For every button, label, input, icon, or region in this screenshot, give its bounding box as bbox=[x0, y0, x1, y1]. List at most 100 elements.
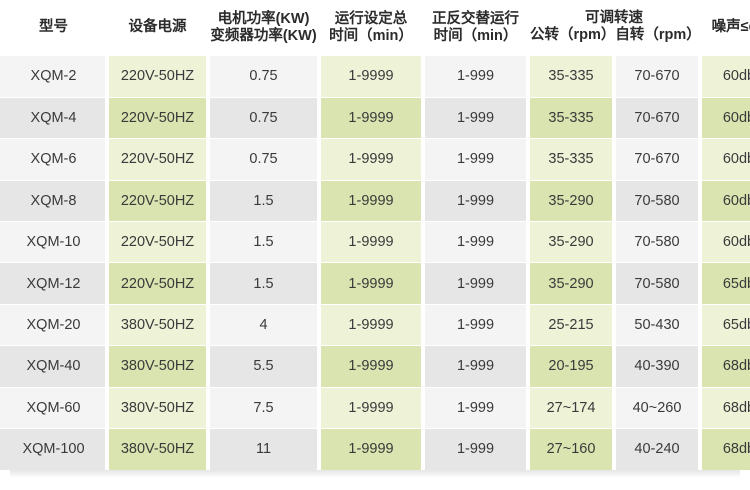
cell-rotation: 40-390 bbox=[614, 345, 700, 388]
cell-motor_kw: 0.75 bbox=[208, 56, 319, 98]
table-row: XQM-2 220V-50HZ 0.75 1-9999 1-999 35-335 70-67… bbox=[0, 56, 750, 98]
table-row: XQM-4 220V-50HZ 0.75 1-9999 1-999 35-335 70-67… bbox=[0, 97, 750, 140]
cell-revolution: 35-335 bbox=[528, 138, 614, 181]
cell-noise: 68db bbox=[700, 428, 750, 470]
specification-table: 型号 设备电源 电机功率(KW) 变频器功率(KW) 运行设定总 时间（min）… bbox=[0, 0, 750, 470]
cell-alt_time: 1-999 bbox=[423, 262, 528, 305]
cell-power_src: 220V-50HZ bbox=[107, 97, 208, 140]
column-header-total-runtime: 运行设定总 时间（min） bbox=[319, 0, 423, 56]
cell-motor_kw: 0.75 bbox=[208, 138, 319, 181]
cell-noise: 65db bbox=[700, 262, 750, 305]
cell-model: XQM-100 bbox=[0, 428, 107, 470]
column-header-adjustable-speed-group: 可调转速 公转（rpm） 自转（rpm） bbox=[528, 0, 701, 56]
cell-model: XQM-40 bbox=[0, 345, 107, 388]
cell-noise: 60db bbox=[700, 180, 750, 223]
cell-revolution: 27~174 bbox=[528, 387, 614, 430]
cell-run_time: 1-9999 bbox=[319, 345, 423, 388]
adjustable-speed-title: 可调转速 bbox=[585, 9, 643, 26]
table-body: XQM-2 220V-50HZ 0.75 1-9999 1-999 35-335 70-67… bbox=[0, 56, 750, 470]
cell-run_time: 1-9999 bbox=[319, 138, 423, 181]
column-header-revolution: 公转（rpm） bbox=[530, 27, 616, 43]
cell-rotation: 70-580 bbox=[614, 221, 700, 264]
column-header-alternating-runtime: 正反交替运行 时间（min） bbox=[423, 0, 528, 56]
cell-power_src: 380V-50HZ bbox=[107, 345, 208, 388]
cell-model: XQM-2 bbox=[0, 56, 107, 98]
cell-rotation: 70-580 bbox=[614, 180, 700, 223]
cell-alt_time: 1-999 bbox=[423, 138, 528, 181]
cell-revolution: 35-335 bbox=[528, 56, 614, 98]
cell-run_time: 1-9999 bbox=[319, 221, 423, 264]
cell-alt_time: 1-999 bbox=[423, 97, 528, 140]
cell-motor_kw: 7.5 bbox=[208, 387, 319, 430]
cell-rotation: 50-430 bbox=[614, 304, 700, 347]
cell-rotation: 40~260 bbox=[614, 387, 700, 430]
column-header-motor-power: 电机功率(KW) 变频器功率(KW) bbox=[208, 0, 319, 56]
cell-rotation: 40-240 bbox=[614, 428, 700, 470]
cell-revolution: 27~160 bbox=[528, 428, 614, 470]
cell-revolution: 20-195 bbox=[528, 345, 614, 388]
cell-run_time: 1-9999 bbox=[319, 180, 423, 223]
cell-revolution: 35-290 bbox=[528, 180, 614, 223]
cell-motor_kw: 4 bbox=[208, 304, 319, 347]
cell-motor_kw: 0.75 bbox=[208, 97, 319, 140]
cell-model: XQM-20 bbox=[0, 304, 107, 347]
cell-power_src: 220V-50HZ bbox=[107, 138, 208, 181]
cell-alt_time: 1-999 bbox=[423, 345, 528, 388]
cell-rotation: 70-670 bbox=[614, 138, 700, 181]
table-row: XQM-6 220V-50HZ 0.75 1-9999 1-999 35-335 70-67… bbox=[0, 138, 750, 181]
cell-power_src: 220V-50HZ bbox=[107, 262, 208, 305]
table-row: XQM-12 220V-50HZ 1.5 1-9999 1-999 35-290 70-58… bbox=[0, 262, 750, 305]
cell-power_src: 380V-50HZ bbox=[107, 304, 208, 347]
table-row: XQM-20 380V-50HZ 4 1-9999 1-999 25-215 50-430 6… bbox=[0, 304, 750, 347]
cell-motor_kw: 1.5 bbox=[208, 180, 319, 223]
table-row: XQM-8 220V-50HZ 1.5 1-9999 1-999 35-290 70-580… bbox=[0, 180, 750, 223]
table-header-row: 型号 设备电源 电机功率(KW) 变频器功率(KW) 运行设定总 时间（min）… bbox=[0, 0, 750, 56]
cell-model: XQM-12 bbox=[0, 262, 107, 305]
cell-motor_kw: 5.5 bbox=[208, 345, 319, 388]
cell-run_time: 1-9999 bbox=[319, 387, 423, 430]
cell-model: XQM-60 bbox=[0, 387, 107, 430]
table-row: XQM-60 380V-50HZ 7.5 1-9999 1-999 27~174 40~26… bbox=[0, 387, 750, 430]
cell-alt_time: 1-999 bbox=[423, 428, 528, 470]
cell-alt_time: 1-999 bbox=[423, 180, 528, 223]
cell-noise: 68db bbox=[700, 345, 750, 388]
cell-noise: 60db bbox=[700, 97, 750, 140]
cell-power_src: 380V-50HZ bbox=[107, 428, 208, 470]
cell-motor_kw: 11 bbox=[208, 428, 319, 470]
cell-run_time: 1-9999 bbox=[319, 97, 423, 140]
cell-run_time: 1-9999 bbox=[319, 56, 423, 98]
cell-revolution: 35-290 bbox=[528, 262, 614, 305]
cell-noise: 65db bbox=[700, 304, 750, 347]
cell-power_src: 220V-50HZ bbox=[107, 180, 208, 223]
cell-noise: 60db bbox=[700, 56, 750, 98]
cell-motor_kw: 1.5 bbox=[208, 262, 319, 305]
cell-noise: 60db bbox=[700, 138, 750, 181]
table-bottom-shadow bbox=[10, 470, 740, 478]
cell-model: XQM-6 bbox=[0, 138, 107, 181]
cell-alt_time: 1-999 bbox=[423, 387, 528, 430]
cell-noise: 60db bbox=[700, 221, 750, 264]
cell-power_src: 220V-50HZ bbox=[107, 56, 208, 98]
cell-noise: 68db bbox=[700, 387, 750, 430]
column-header-rotation: 自转（rpm） bbox=[615, 27, 701, 43]
table-row: XQM-100 380V-50HZ 11 1-9999 1-999 27~160 40-24… bbox=[0, 428, 750, 470]
cell-run_time: 1-9999 bbox=[319, 304, 423, 347]
cell-rotation: 70-580 bbox=[614, 262, 700, 305]
cell-rotation: 70-670 bbox=[614, 97, 700, 140]
cell-revolution: 35-290 bbox=[528, 221, 614, 264]
cell-revolution: 25-215 bbox=[528, 304, 614, 347]
adjustable-speed-subheaders: 公转（rpm） 自转（rpm） bbox=[530, 27, 701, 44]
cell-run_time: 1-9999 bbox=[319, 428, 423, 470]
cell-model: XQM-10 bbox=[0, 221, 107, 264]
cell-power_src: 380V-50HZ bbox=[107, 387, 208, 430]
column-header-power-source: 设备电源 bbox=[107, 0, 208, 56]
cell-model: XQM-4 bbox=[0, 97, 107, 140]
table-row: XQM-10 220V-50HZ 1.5 1-9999 1-999 35-290 70-58… bbox=[0, 221, 750, 264]
cell-alt_time: 1-999 bbox=[423, 221, 528, 264]
column-header-noise: 噪声≤db bbox=[700, 0, 750, 56]
table-row: XQM-40 380V-50HZ 5.5 1-9999 1-999 20-195 40-39… bbox=[0, 345, 750, 388]
cell-power_src: 220V-50HZ bbox=[107, 221, 208, 264]
cell-motor_kw: 1.5 bbox=[208, 221, 319, 264]
cell-run_time: 1-9999 bbox=[319, 262, 423, 305]
